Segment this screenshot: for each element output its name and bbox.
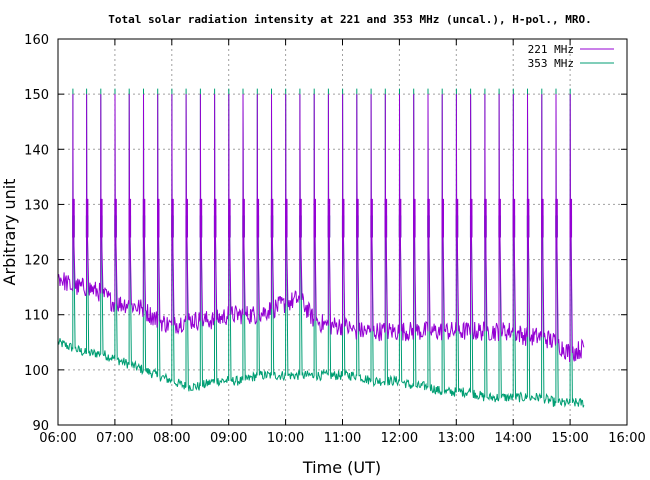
x-tick-label: 09:00 bbox=[210, 431, 247, 446]
legend-label-353: 353 MHz bbox=[528, 57, 574, 70]
x-tick-label: 12:00 bbox=[381, 431, 418, 446]
x-tick-label: 08:00 bbox=[153, 431, 190, 446]
y-tick-label: 120 bbox=[24, 254, 49, 269]
y-axis-label: Arbitrary unit bbox=[0, 179, 19, 286]
y-tick-label: 150 bbox=[24, 88, 49, 103]
series-353-mhz bbox=[57, 88, 585, 408]
series-line bbox=[57, 88, 585, 408]
y-tick-label: 100 bbox=[24, 364, 49, 379]
x-tick-label: 16:00 bbox=[608, 431, 645, 446]
y-tick-label: 130 bbox=[24, 198, 49, 213]
x-tick-label: 11:00 bbox=[324, 431, 361, 446]
series-layer bbox=[57, 88, 585, 408]
y-tick-label: 140 bbox=[24, 143, 49, 158]
y-tick-label: 160 bbox=[24, 33, 49, 48]
x-tick-label: 06:00 bbox=[39, 431, 76, 446]
series-221-mhz bbox=[57, 94, 585, 363]
legend-label-221: 221 MHz bbox=[528, 43, 574, 56]
x-tick-label: 07:00 bbox=[96, 431, 133, 446]
x-axis-label: Time (UT) bbox=[302, 458, 381, 477]
ticks-layer bbox=[57, 38, 628, 426]
legend: 221 MHz 353 MHz bbox=[528, 43, 614, 70]
y-tick-label: 110 bbox=[24, 309, 49, 324]
x-tick-label: 14:00 bbox=[494, 431, 531, 446]
series-line bbox=[57, 94, 585, 363]
chart-title: Total solar radiation intensity at 221 a… bbox=[108, 13, 591, 26]
x-tick-label: 15:00 bbox=[551, 431, 588, 446]
x-tick-label: 13:00 bbox=[438, 431, 475, 446]
y-tick-label: 90 bbox=[32, 419, 49, 434]
y-tick-labels: 90 100 110 120 130 140 150 160 bbox=[24, 33, 49, 434]
x-tick-label: 10:00 bbox=[267, 431, 304, 446]
x-tick-labels: 06:00 07:00 08:00 09:00 10:00 11:00 12:00 13:00… bbox=[39, 431, 645, 446]
